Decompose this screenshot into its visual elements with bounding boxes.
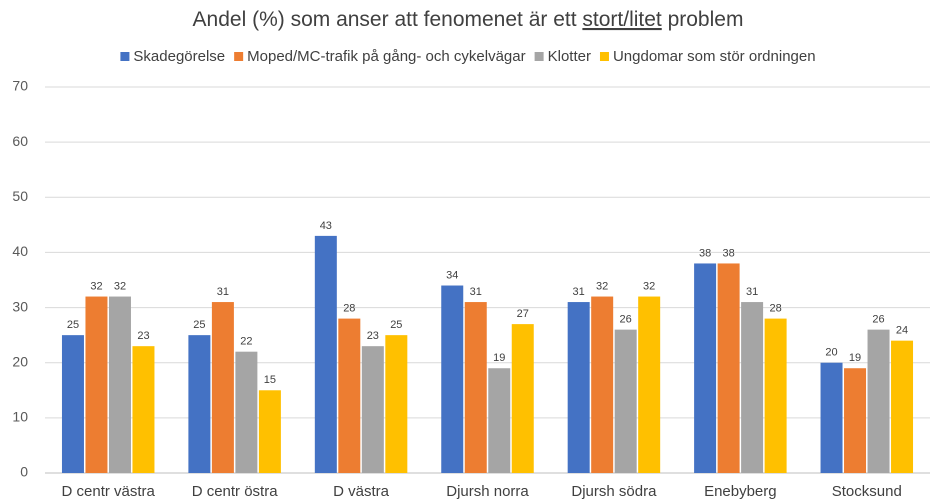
value-label: 22 [240, 336, 252, 348]
bar [867, 329, 890, 473]
bar [764, 318, 787, 473]
x-tick-label: Djursh norra [446, 483, 529, 500]
value-label: 31 [573, 286, 585, 298]
bar [235, 351, 258, 473]
value-label: 23 [137, 330, 149, 342]
bar [567, 302, 590, 473]
title-part: stort/litet [582, 8, 662, 31]
value-label: 25 [193, 319, 205, 331]
x-tick-label: Stocksund [832, 483, 902, 500]
value-label: 15 [264, 374, 276, 386]
bar [614, 329, 637, 473]
bar [488, 368, 511, 473]
value-label: 26 [872, 314, 884, 326]
value-label: 19 [849, 352, 861, 364]
value-label: 31 [217, 286, 229, 298]
bar [385, 335, 408, 473]
bar [132, 346, 155, 473]
legend-swatch [120, 52, 130, 61]
legend-label: Skadegörelse [133, 48, 225, 65]
value-label: 32 [596, 280, 608, 292]
y-tick-label: 70 [12, 78, 28, 94]
x-tick-label: D centr västra [62, 483, 156, 500]
bar [188, 335, 211, 473]
value-label: 26 [620, 314, 632, 326]
bar [211, 302, 234, 473]
legend-label: Klotter [548, 48, 591, 65]
bar [638, 296, 661, 473]
x-tick-label: D västra [333, 483, 390, 500]
y-tick-label: 40 [12, 243, 28, 259]
value-label: 24 [896, 325, 908, 337]
bar [314, 235, 337, 473]
legend-swatch [234, 52, 244, 61]
value-label: 27 [517, 308, 529, 320]
title-part: Andel (%) som anser att fenomenet är ett [193, 8, 583, 31]
value-label: 38 [722, 247, 734, 259]
chart-title: Andel (%) som anser att fenomenet är ett… [193, 8, 744, 31]
x-tick-label: D centr östra [192, 483, 279, 500]
bar [591, 296, 614, 473]
y-tick-label: 10 [12, 409, 28, 425]
value-label: 38 [699, 247, 711, 259]
legend-swatch [599, 52, 609, 61]
value-label: 31 [746, 286, 758, 298]
bar [338, 318, 361, 473]
x-tick-label: Enebyberg [704, 483, 777, 500]
y-tick-label: 0 [20, 464, 28, 480]
x-tick-label: Djursh södra [571, 483, 657, 500]
value-label: 25 [390, 319, 402, 331]
bar [441, 285, 464, 473]
bar [108, 296, 131, 473]
bar [61, 335, 84, 473]
title-part: problem [662, 8, 744, 31]
y-tick-label: 60 [12, 133, 28, 149]
value-label: 20 [825, 347, 837, 359]
bar [820, 362, 843, 473]
value-label: 32 [643, 280, 655, 292]
value-label: 31 [470, 286, 482, 298]
bar [464, 302, 487, 473]
bar [85, 296, 108, 473]
legend-swatch [534, 52, 544, 61]
value-label: 28 [769, 303, 781, 315]
y-tick-label: 20 [12, 353, 28, 369]
value-label: 34 [446, 269, 458, 281]
value-label: 43 [320, 220, 332, 232]
value-label: 19 [493, 352, 505, 364]
bar [694, 263, 717, 473]
legend-label: Moped/MC-trafik på gång- och cykelvägar [247, 48, 525, 65]
bar [717, 263, 740, 473]
value-label: 32 [114, 280, 126, 292]
value-label: 32 [90, 280, 102, 292]
bar [258, 390, 281, 473]
bar [361, 346, 384, 473]
bar [741, 302, 764, 473]
bar [511, 324, 534, 473]
value-label: 23 [367, 330, 379, 342]
y-tick-label: 50 [12, 188, 28, 204]
bar [844, 368, 867, 473]
value-label: 25 [67, 319, 79, 331]
bar [891, 340, 914, 473]
legend-label: Ungdomar som stör ordningen [613, 48, 816, 65]
value-label: 28 [343, 303, 355, 315]
y-tick-label: 30 [12, 298, 28, 314]
